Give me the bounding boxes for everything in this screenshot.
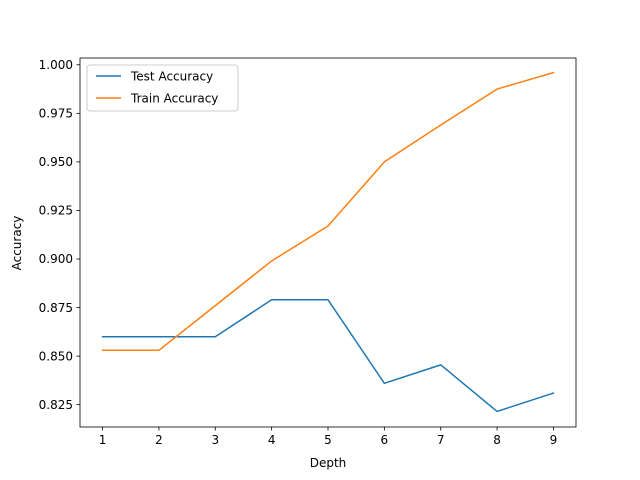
y-tick-label: 0.975: [39, 107, 73, 121]
series-line-train-accuracy: [101, 71, 555, 352]
x-axis-label: Depth: [310, 456, 347, 470]
y-tick-label: 1.000: [39, 58, 73, 72]
x-tick-label: 7: [437, 433, 445, 447]
y-tick-label: 0.875: [39, 301, 73, 315]
x-tick-label: 4: [268, 433, 276, 447]
plot-background: [80, 58, 576, 427]
y-tick-label: 0.950: [39, 155, 73, 169]
x-tick-label: 6: [381, 433, 389, 447]
x-tick-label: 9: [550, 433, 558, 447]
series-layer: [101, 71, 555, 413]
legend-label: Test Accuracy: [130, 69, 213, 83]
y-tick-label: 0.925: [39, 204, 73, 218]
plot-area: [80, 58, 576, 427]
y-axis-label: Accuracy: [10, 216, 24, 271]
y-tick-label: 0.825: [39, 398, 73, 412]
x-tick-label: 8: [493, 433, 501, 447]
x-tick-label: 5: [324, 433, 332, 447]
legend: Test Accuracy Train Accuracy: [86, 64, 239, 112]
x-tick-label: 2: [155, 433, 163, 447]
series-line-test-accuracy: [101, 299, 555, 413]
axes-layer: 1 2 3 4 5 6 7 8 9 0.825 0.850 0.875 0.900 0.925 0.950 0…: [39, 57, 577, 447]
y-tick-label: 0.850: [39, 349, 73, 363]
y-tick-label: 0.900: [39, 252, 73, 266]
legend-label: Train Accuracy: [130, 91, 218, 105]
legend-box: [86, 64, 239, 112]
x-tick-label: 1: [99, 433, 107, 447]
x-tick-label: 3: [211, 433, 219, 447]
